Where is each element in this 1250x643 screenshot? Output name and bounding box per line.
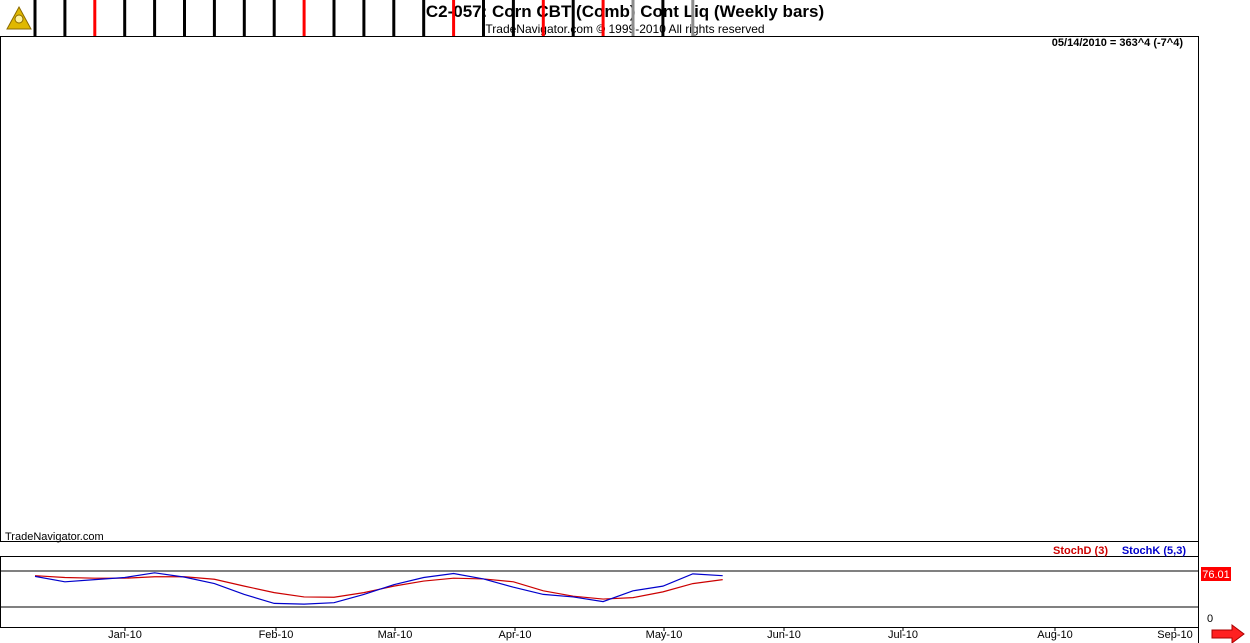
navigator-logo-icon (6, 5, 32, 30)
x-tick-label: Feb-10 (259, 629, 294, 641)
stoch-y-tick-label: 0 (1207, 613, 1213, 625)
scroll-right-arrow-icon[interactable] (1211, 624, 1245, 643)
stoch-pane-frame (0, 556, 1199, 628)
chart-title: C2-057: Corn CBT (Comb) Cont Liq (Weekly… (425, 2, 825, 21)
stoch-value-badge: 76.01 (1202, 569, 1230, 581)
x-tick-label: Jul-10 (888, 629, 918, 641)
stoch-k-legend: StochK (5,3) (1122, 545, 1187, 557)
stoch-k-line (34, 572, 723, 605)
stoch-badge-bg (1201, 567, 1231, 581)
x-tick-label: Jun-10 (767, 629, 801, 641)
watermark-label: TradeNavigator.com (5, 531, 104, 543)
x-tick-label: Jan-10 (108, 629, 142, 641)
stoch-d-legend: StochD (3) (1053, 545, 1108, 557)
x-tick-label: Mar-10 (378, 629, 413, 641)
chart-subtitle: TradeNavigator.com © 1999-2010 All right… (485, 22, 765, 36)
x-tick-label: Sep-10 (1157, 629, 1192, 641)
price-pane-frame (0, 36, 1199, 542)
x-tick-label: Apr-10 (498, 629, 531, 641)
x-tick-label: May-10 (646, 629, 683, 641)
price-readout: 05/14/2010 = 363^4 (-7^4) (1052, 37, 1184, 49)
x-tick-label: Aug-10 (1037, 629, 1072, 641)
